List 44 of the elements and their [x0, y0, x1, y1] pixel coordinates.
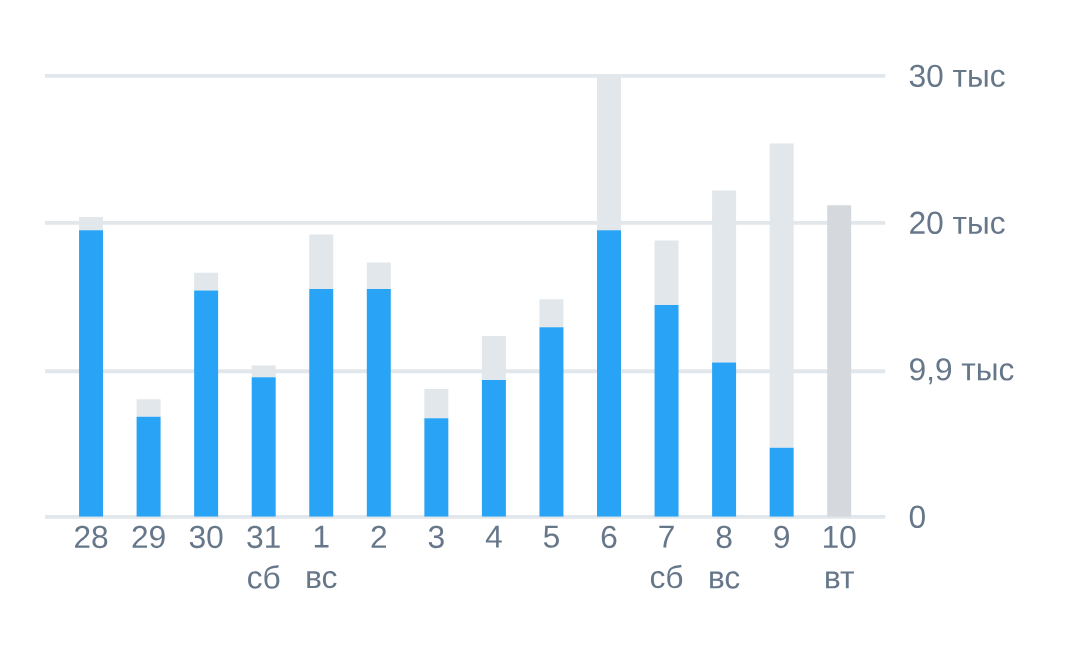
x-tick-label: 28 [75, 525, 108, 549]
bar [539, 299, 564, 328]
bar [769, 447, 794, 517]
x-tick-label: 8 вс [710, 525, 740, 589]
x-tick-label: 5 [543, 525, 559, 548]
x-tick-label: 9 [774, 525, 789, 549]
bar [481, 336, 506, 381]
bar [481, 380, 506, 517]
x-tick-label: 4 [485, 525, 502, 548]
bar [309, 234, 334, 289]
bar [251, 377, 276, 517]
bar [769, 143, 794, 448]
bar [654, 305, 679, 517]
x-tick-label: 7 сб [650, 525, 683, 589]
bar [79, 216, 104, 231]
x-tick-label: 1 вс [307, 525, 337, 589]
x-tick-label: 10 вт [824, 525, 856, 589]
x-tick-label: 31 сб [247, 525, 280, 589]
bar [136, 416, 161, 517]
bar [597, 230, 621, 517]
x-tick-label: 6 [601, 525, 617, 549]
bar [424, 418, 449, 517]
bar [654, 240, 679, 306]
bar [366, 262, 391, 289]
x-tick-label: 30 [189, 525, 223, 549]
bar [136, 399, 161, 417]
y-tick-label: 9,9 тыс [910, 358, 1014, 385]
bar [309, 288, 334, 517]
bar [712, 190, 737, 363]
y-tick-label: 30 тыс [909, 64, 1005, 88]
bar [366, 288, 391, 517]
y-tick-label: 20 тыс [910, 211, 1005, 235]
bar [194, 290, 219, 517]
x-tick-label: 3 [428, 525, 444, 549]
bar [79, 230, 104, 517]
bar [251, 365, 276, 378]
x-tick-label: 29 [132, 525, 165, 549]
bar [194, 272, 219, 291]
bar [539, 327, 564, 517]
bar [424, 388, 449, 419]
y-tick-label: 0 [909, 505, 925, 529]
bar [827, 205, 852, 517]
x-tick-label: 2 [371, 525, 386, 548]
bar [712, 362, 737, 517]
